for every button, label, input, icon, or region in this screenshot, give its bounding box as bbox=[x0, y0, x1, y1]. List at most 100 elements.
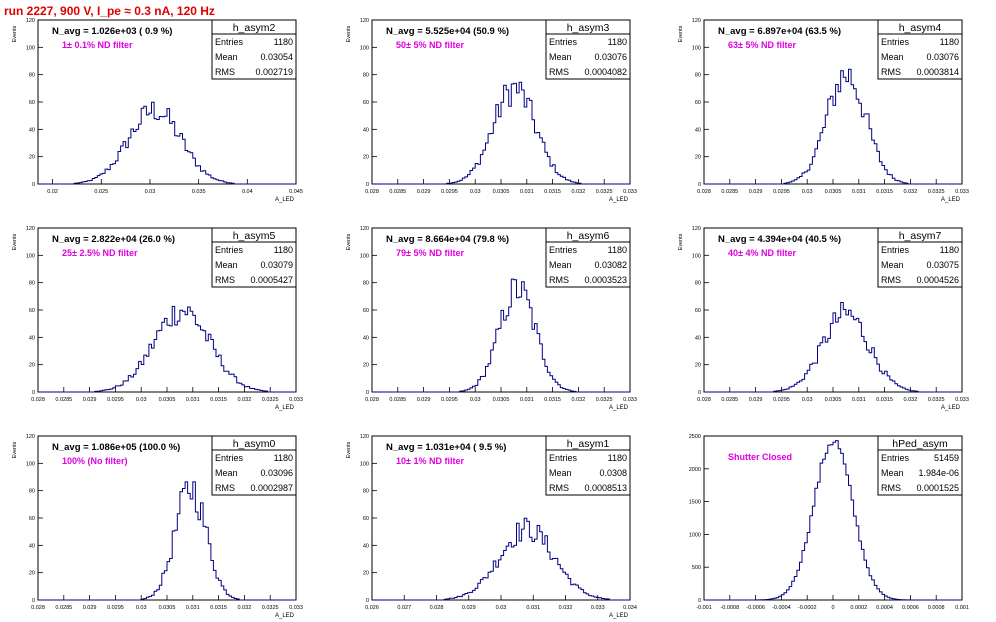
y-tick-label: 0 bbox=[366, 598, 369, 604]
x-tick-label: -0.0004 bbox=[772, 605, 791, 611]
histogram-line bbox=[38, 481, 296, 601]
x-tick-label: 0.032 bbox=[904, 397, 918, 403]
y-axis-title: Events bbox=[678, 233, 684, 250]
histogram-line bbox=[704, 302, 962, 393]
n-avg-label: N_avg = 8.664e+04 (79.8 %) bbox=[386, 234, 509, 245]
y-tick-label: 0 bbox=[32, 598, 35, 604]
y-axis-title: Events bbox=[12, 233, 18, 250]
y-tick-label: 40 bbox=[363, 543, 369, 549]
y-tick-label: 20 bbox=[363, 363, 369, 369]
x-tick-label: -0.001 bbox=[696, 605, 712, 611]
stats-value-mean: 0.03096 bbox=[260, 468, 293, 478]
y-axis-title: Events bbox=[346, 233, 352, 250]
stats-box bbox=[877, 19, 963, 80]
histogram-panel-h_asym3: 0.028 0.0285 0.029 0.0295 0.03 0.0305 0.031 0.0… bbox=[346, 18, 637, 203]
y-tick-label: 100 bbox=[692, 253, 701, 259]
x-tick-label: 0.03 bbox=[136, 605, 147, 611]
stats-value-rms: 0.0005427 bbox=[250, 275, 293, 285]
y-tick-label: 80 bbox=[695, 73, 701, 79]
x-tick-label: 0.0295 bbox=[107, 605, 124, 611]
x-axis-title: A_LED bbox=[609, 405, 629, 411]
x-tick-label: 0.0285 bbox=[55, 397, 72, 403]
stats-value-mean: 0.03076 bbox=[594, 52, 627, 62]
x-axis-title: A_LED bbox=[609, 613, 629, 619]
x-tick-label: 0.032 bbox=[904, 189, 918, 195]
x-tick-label: 0.029 bbox=[417, 397, 431, 403]
x-tick-label: 0.029 bbox=[83, 397, 97, 403]
x-tick-label: 0.033 bbox=[591, 605, 605, 611]
y-tick-label: 1000 bbox=[689, 532, 701, 538]
stats-label-entries: Entries bbox=[881, 37, 910, 47]
x-tick-label: 0.0285 bbox=[721, 189, 738, 195]
x-tick-label: 0.03 bbox=[470, 189, 481, 195]
y-tick-label: 40 bbox=[363, 335, 369, 341]
x-tick-label: 0.0295 bbox=[773, 397, 790, 403]
stats-label-mean: Mean bbox=[549, 260, 572, 270]
x-tick-label: 0.028 bbox=[430, 605, 444, 611]
stats-value-rms: 0.0003523 bbox=[584, 275, 627, 285]
y-tick-label: 60 bbox=[695, 100, 701, 106]
x-tick-label: 0.03 bbox=[496, 605, 507, 611]
stats-label-mean: Mean bbox=[549, 468, 572, 478]
x-tick-label: 0.0315 bbox=[544, 397, 561, 403]
x-tick-label: 0.0305 bbox=[159, 605, 176, 611]
stats-value-entries: 1180 bbox=[274, 453, 293, 463]
y-tick-label: 100 bbox=[26, 45, 35, 51]
x-tick-label: 0.032 bbox=[572, 397, 586, 403]
x-tick-label: 0.0285 bbox=[721, 397, 738, 403]
x-tick-label: 0.028 bbox=[365, 397, 379, 403]
x-tick-label: 0.027 bbox=[397, 605, 411, 611]
histogram-name: h_asym5 bbox=[233, 230, 276, 242]
x-tick-label: 0.0325 bbox=[928, 397, 945, 403]
x-axis-title: A_LED bbox=[941, 197, 961, 203]
stats-value-mean: 0.03082 bbox=[594, 260, 627, 270]
x-tick-label: 0.0315 bbox=[876, 397, 893, 403]
histogram-name: h_asym2 bbox=[233, 22, 276, 34]
stats-value-rms: 0.0002987 bbox=[250, 483, 293, 493]
filter-label: 63± 5% ND filter bbox=[728, 40, 796, 50]
stats-value-rms: 0.0004526 bbox=[916, 275, 959, 285]
y-tick-label: 20 bbox=[29, 155, 35, 161]
filter-label: 10± 1% ND filter bbox=[396, 456, 464, 466]
stats-label-entries: Entries bbox=[215, 453, 244, 463]
x-axis-title: A_LED bbox=[609, 197, 629, 203]
n-avg-label: N_avg = 5.525e+04 (50.9 %) bbox=[386, 26, 509, 37]
histogram-name: h_asym7 bbox=[899, 230, 942, 242]
n-avg-label: N_avg = 1.031e+04 ( 9.5 %) bbox=[386, 442, 506, 453]
y-tick-label: 60 bbox=[29, 308, 35, 314]
x-tick-label: 0.0325 bbox=[596, 397, 613, 403]
y-tick-label: 120 bbox=[360, 18, 369, 24]
n-avg-label: N_avg = 6.897e+04 (63.5 %) bbox=[718, 26, 841, 37]
x-tick-label: 0.0325 bbox=[928, 189, 945, 195]
stats-value-mean: 0.03054 bbox=[260, 52, 293, 62]
histogram-panel-h_asym1: 0.026 0.027 0.028 0.029 0.03 0.031 0.032 0.033 0… bbox=[346, 434, 637, 619]
y-axis-title: Events bbox=[346, 25, 352, 42]
stats-label-mean: Mean bbox=[549, 52, 572, 62]
y-tick-label: 80 bbox=[363, 281, 369, 287]
x-tick-label: 0.04 bbox=[242, 189, 253, 195]
stats-label-rms: RMS bbox=[215, 275, 235, 285]
x-axis-title: A_LED bbox=[941, 405, 961, 411]
y-tick-label: 20 bbox=[29, 571, 35, 577]
y-tick-label: 120 bbox=[26, 226, 35, 232]
stats-label-mean: Mean bbox=[881, 468, 904, 478]
histogram-name: h_asym1 bbox=[567, 438, 610, 450]
y-tick-label: 40 bbox=[29, 335, 35, 341]
stats-box bbox=[545, 227, 631, 288]
x-tick-label: 0.029 bbox=[749, 189, 763, 195]
stats-label-rms: RMS bbox=[549, 67, 569, 77]
y-tick-label: 0 bbox=[366, 182, 369, 188]
stats-value-entries: 51459 bbox=[934, 453, 959, 463]
x-tick-label: 0.031 bbox=[526, 605, 540, 611]
x-tick-label: 0.029 bbox=[462, 605, 476, 611]
stats-label-rms: RMS bbox=[215, 483, 235, 493]
x-tick-label: 0.028 bbox=[31, 397, 45, 403]
x-tick-label: 0.026 bbox=[365, 605, 379, 611]
stats-value-entries: 1180 bbox=[274, 245, 293, 255]
n-avg-label: N_avg = 1.026e+03 ( 0.9 %) bbox=[52, 26, 172, 37]
x-tick-label: -0.0002 bbox=[798, 605, 817, 611]
stats-value-mean: 1.984e-06 bbox=[918, 468, 959, 478]
y-axis-title: Events bbox=[12, 25, 18, 42]
histogram-line bbox=[38, 101, 296, 185]
